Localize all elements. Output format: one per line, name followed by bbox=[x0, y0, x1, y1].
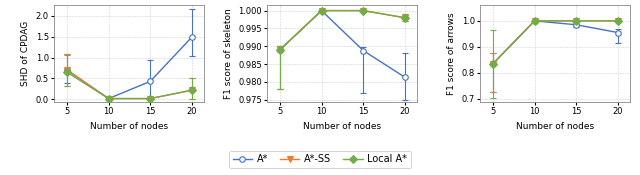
Y-axis label: F1 score of skeleton: F1 score of skeleton bbox=[223, 8, 232, 99]
Y-axis label: F1 score of arrows: F1 score of arrows bbox=[447, 12, 456, 95]
Legend: A*, A*-SS, Local A*: A*, A*-SS, Local A* bbox=[228, 151, 412, 168]
X-axis label: Number of nodes: Number of nodes bbox=[303, 122, 381, 131]
X-axis label: Number of nodes: Number of nodes bbox=[516, 122, 595, 131]
Y-axis label: SHD of CPDAG: SHD of CPDAG bbox=[21, 21, 30, 86]
X-axis label: Number of nodes: Number of nodes bbox=[90, 122, 168, 131]
